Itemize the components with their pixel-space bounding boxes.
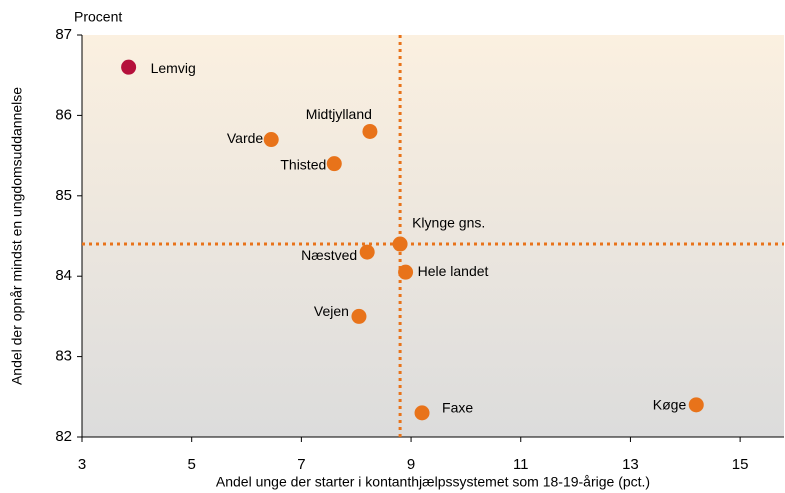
point	[392, 236, 408, 252]
point-label: Vejen	[314, 303, 349, 319]
x-tick-label: 9	[407, 456, 415, 473]
y-tick-label: 85	[55, 187, 72, 204]
y-tick-label: 87	[55, 26, 72, 43]
point-label: Klynge gns.	[412, 215, 485, 231]
x-tick-label: 3	[78, 456, 86, 473]
point	[414, 405, 430, 421]
x-tick-label: 15	[732, 456, 749, 473]
x-tick-label: 11	[513, 456, 529, 473]
point	[359, 244, 375, 260]
y-tick-label: 82	[55, 428, 72, 445]
point	[688, 397, 704, 413]
y-tick-label: 86	[55, 106, 72, 123]
point-label: Hele landet	[418, 263, 489, 279]
y-axis-label: Andel der opnår mindst en ungdomsuddanne…	[9, 87, 25, 385]
point-label: Køge	[653, 397, 687, 413]
point	[326, 156, 342, 172]
y-tick-label: 83	[55, 348, 72, 365]
point-label: Lemvig	[151, 60, 196, 76]
plot-area	[82, 35, 784, 437]
point	[351, 308, 367, 324]
point	[263, 132, 279, 148]
point	[398, 264, 414, 280]
x-tick-label: 5	[188, 456, 196, 473]
point-label: Faxe	[442, 400, 473, 416]
x-axis-label: Andel unge der starter i kontanthjælpssy…	[216, 474, 650, 490]
unit-label: Procent	[74, 9, 122, 25]
point	[121, 59, 137, 75]
x-tick-label: 7	[297, 456, 305, 473]
point-label: Varde	[227, 130, 264, 146]
point-label: Thisted	[280, 156, 326, 172]
y-tick-label: 84	[55, 267, 72, 284]
x-tick-label: 13	[622, 456, 639, 473]
point-label: Midtjylland	[306, 106, 372, 122]
point-label: Næstved	[301, 247, 357, 263]
point	[362, 123, 378, 139]
